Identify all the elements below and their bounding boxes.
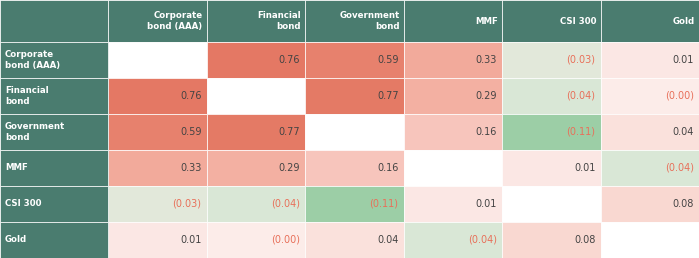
Text: (0.04): (0.04) (271, 199, 300, 209)
Bar (305, 150, 403, 186)
Text: 0.04: 0.04 (377, 235, 398, 245)
Bar (108, 42, 206, 78)
Text: 0.01: 0.01 (475, 199, 497, 209)
Bar (206, 186, 305, 222)
Text: Government
bond: Government bond (339, 11, 400, 31)
Bar (206, 114, 305, 150)
Text: 0.01: 0.01 (180, 235, 201, 245)
Bar (108, 114, 206, 150)
Bar (305, 42, 403, 78)
Bar (206, 222, 305, 258)
Bar (600, 42, 699, 78)
Bar (108, 222, 206, 258)
Text: Government
bond: Government bond (5, 122, 65, 142)
Text: 0.29: 0.29 (475, 91, 497, 101)
Bar (600, 0, 699, 42)
Bar (502, 0, 600, 42)
Bar (403, 150, 502, 186)
Text: (0.03): (0.03) (173, 199, 201, 209)
Text: Financial
bond: Financial bond (257, 11, 301, 31)
Text: 0.08: 0.08 (672, 199, 694, 209)
Text: Corporate
bond (AAA): Corporate bond (AAA) (147, 11, 203, 31)
Text: 0.29: 0.29 (278, 163, 300, 173)
Text: Gold: Gold (5, 236, 27, 245)
Text: (0.11): (0.11) (566, 127, 596, 137)
Text: Corporate
bond (AAA): Corporate bond (AAA) (5, 50, 60, 70)
Text: 0.33: 0.33 (180, 163, 201, 173)
Text: 0.04: 0.04 (672, 127, 694, 137)
Text: (0.11): (0.11) (370, 199, 398, 209)
Bar (502, 150, 600, 186)
Text: 0.59: 0.59 (180, 127, 201, 137)
Text: 0.01: 0.01 (672, 55, 694, 65)
Bar (403, 114, 502, 150)
Bar (305, 222, 403, 258)
Bar (206, 78, 305, 114)
Bar (305, 114, 403, 150)
Bar (206, 150, 305, 186)
Bar (305, 78, 403, 114)
Bar (0, 186, 108, 222)
Text: 0.76: 0.76 (278, 55, 300, 65)
Bar (0, 78, 108, 114)
Bar (502, 186, 600, 222)
Bar (206, 0, 305, 42)
Bar (206, 42, 305, 78)
Bar (0, 42, 108, 78)
Bar (502, 78, 600, 114)
Bar (0, 0, 108, 42)
Text: Gold: Gold (673, 17, 695, 26)
Bar (108, 78, 206, 114)
Bar (600, 222, 699, 258)
Text: (0.04): (0.04) (468, 235, 497, 245)
Bar (600, 114, 699, 150)
Text: 0.59: 0.59 (377, 55, 398, 65)
Text: (0.03): (0.03) (566, 55, 596, 65)
Text: 0.77: 0.77 (278, 127, 300, 137)
Text: 0.01: 0.01 (574, 163, 596, 173)
Text: (0.00): (0.00) (271, 235, 300, 245)
Text: Financial
bond: Financial bond (5, 86, 49, 106)
Bar (108, 150, 206, 186)
Bar (403, 222, 502, 258)
Bar (0, 150, 108, 186)
Bar (600, 150, 699, 186)
Text: 0.76: 0.76 (180, 91, 201, 101)
Bar (0, 222, 108, 258)
Bar (108, 186, 206, 222)
Bar (600, 78, 699, 114)
Bar (403, 42, 502, 78)
Text: (0.04): (0.04) (665, 163, 694, 173)
Text: 0.08: 0.08 (574, 235, 596, 245)
Text: CSI 300: CSI 300 (5, 199, 41, 208)
Bar (502, 114, 600, 150)
Text: 0.77: 0.77 (377, 91, 398, 101)
Text: 0.16: 0.16 (475, 127, 497, 137)
Bar (600, 186, 699, 222)
Bar (305, 0, 403, 42)
Bar (502, 42, 600, 78)
Text: CSI 300: CSI 300 (560, 17, 596, 26)
Bar (403, 186, 502, 222)
Bar (0, 114, 108, 150)
Bar (502, 222, 600, 258)
Bar (305, 186, 403, 222)
Text: 0.16: 0.16 (377, 163, 398, 173)
Text: 0.33: 0.33 (475, 55, 497, 65)
Text: (0.00): (0.00) (665, 91, 694, 101)
Text: MMF: MMF (5, 164, 28, 173)
Bar (403, 78, 502, 114)
Text: (0.04): (0.04) (566, 91, 596, 101)
Text: MMF: MMF (475, 17, 498, 26)
Bar (108, 0, 206, 42)
Bar (403, 0, 502, 42)
